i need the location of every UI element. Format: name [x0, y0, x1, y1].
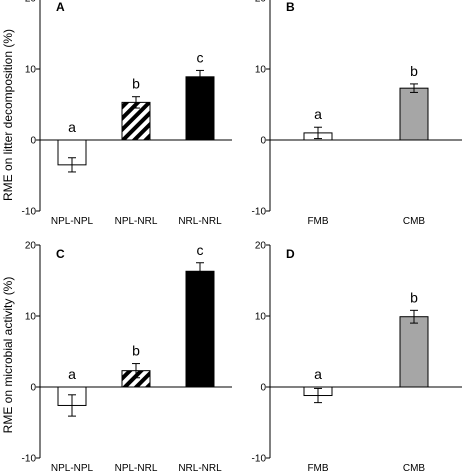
significance-letter: b	[132, 343, 140, 359]
bar	[121, 101, 151, 141]
y-tick-label: 10	[255, 65, 267, 76]
y-tick-label: 20	[25, 241, 37, 252]
significance-letter: b	[410, 289, 418, 305]
bar	[399, 316, 429, 388]
significance-letter: b	[132, 76, 140, 92]
category-label: NPL-NRL	[115, 463, 158, 474]
y-tick-label: -10	[252, 454, 267, 465]
y-tick-label: 10	[25, 312, 37, 323]
y-tick-label: -10	[22, 207, 37, 218]
significance-letter: b	[410, 63, 418, 79]
category-label: NRL-NRL	[178, 463, 222, 474]
panel-b: -10 0 10 20 Ba FMB b CMB	[252, 0, 462, 227]
y-tick-label: -10	[252, 207, 267, 218]
panel-letter: C	[56, 247, 65, 261]
category-label: FMB	[307, 216, 328, 227]
significance-letter: c	[197, 49, 204, 65]
panel-letter: A	[56, 0, 65, 14]
panel-a: -10 0 10 20 Aa NPL-NPL b NPL-NRL c NRL-NRL	[22, 0, 232, 227]
y-tick-label: 20	[25, 0, 37, 5]
category-label: NPL-NRL	[115, 216, 158, 227]
chart-panels: -10 0 10 20 Aa NPL-NPL b NPL-NRL c NRL-NRL -10 0 10 2…	[22, 0, 462, 474]
bar	[399, 87, 429, 141]
category-label: CMB	[403, 216, 426, 227]
y-tick-label: 20	[255, 0, 267, 5]
panel-c: -10 0 10 20 Ca NPL-NPL b NPL-NRL c NRL-NRL	[22, 241, 232, 474]
y-tick-label: -10	[22, 454, 37, 465]
y-tick-label: 0	[260, 383, 266, 394]
category-label: NRL-NRL	[178, 216, 222, 227]
significance-letter: c	[197, 242, 204, 258]
y-tick-label: 0	[30, 383, 36, 394]
y-tick-label: 0	[260, 136, 266, 147]
y-axis-label-top: RME on litter decomposition (%)	[1, 29, 15, 201]
category-label: FMB	[307, 463, 328, 474]
category-label: NPL-NPL	[51, 463, 94, 474]
y-tick-label: 20	[255, 241, 267, 252]
significance-letter: a	[68, 366, 76, 382]
significance-letter: a	[68, 119, 76, 135]
y-tick-label: 10	[25, 65, 37, 76]
y-tick-label: 0	[30, 136, 36, 147]
significance-letter: a	[314, 366, 322, 382]
significance-letter: a	[314, 106, 322, 122]
panel-letter: D	[286, 247, 295, 261]
bar	[185, 270, 215, 388]
panel-letter: B	[286, 0, 295, 14]
category-label: CMB	[403, 463, 426, 474]
y-tick-label: 10	[255, 312, 267, 323]
panel-d: -10 0 10 20 Da FMB b CMB	[252, 241, 462, 474]
bar	[185, 76, 215, 141]
category-label: NPL-NPL	[51, 216, 94, 227]
y-axis-label-bottom: RME on microbial activity (%)	[1, 277, 15, 434]
